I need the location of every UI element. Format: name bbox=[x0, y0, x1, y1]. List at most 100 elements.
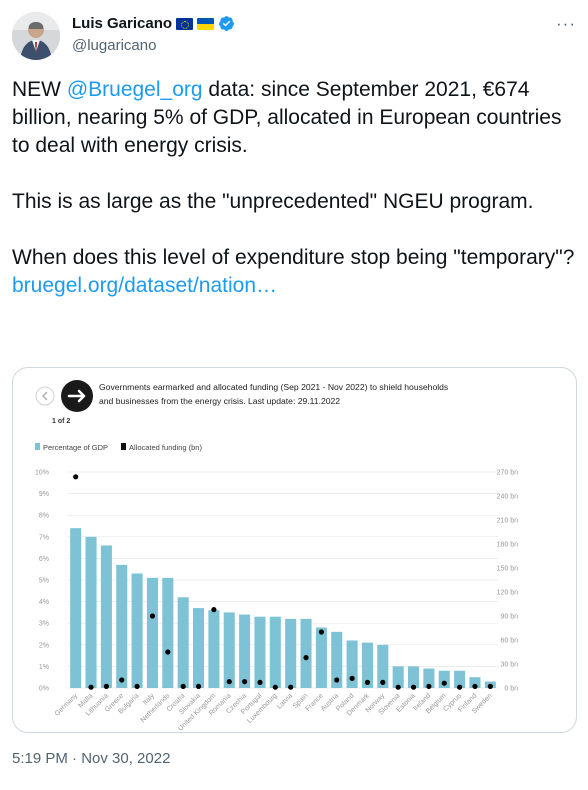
chart-title-line-2: and businesses from the energy crisis. L… bbox=[99, 396, 340, 406]
x-tick-label: Germany bbox=[54, 692, 80, 718]
tweet-paragraph-3: When does this level of expenditure stop… bbox=[12, 246, 575, 269]
dot-czechia[interactable] bbox=[242, 679, 248, 685]
y-left-tick-label: 7% bbox=[39, 534, 49, 541]
chart-image[interactable]: 1 of 2 Governments earmarked and allocat… bbox=[12, 367, 577, 733]
y-right-tick-label: 270 bn bbox=[497, 470, 519, 477]
next-chart-button[interactable] bbox=[61, 380, 93, 412]
bar-poland[interactable] bbox=[346, 640, 358, 688]
dot-belgium[interactable] bbox=[441, 680, 447, 686]
dot-sweden[interactable] bbox=[487, 683, 493, 689]
bar-italy[interactable] bbox=[146, 577, 158, 688]
dot-estonia[interactable] bbox=[410, 684, 417, 690]
dot-germany[interactable] bbox=[73, 474, 79, 480]
legend-swatch-gdp bbox=[35, 443, 40, 450]
external-link[interactable]: bruegel.org/dataset/nation… bbox=[12, 274, 278, 297]
bar-bulgaria[interactable] bbox=[131, 573, 143, 688]
bar-belgium[interactable] bbox=[438, 670, 450, 688]
tweet-text-prefix: NEW bbox=[12, 78, 67, 101]
dot-ireland[interactable] bbox=[426, 683, 432, 689]
tweet-body: NEW @Bruegel_org data: since September 2… bbox=[12, 76, 578, 300]
bar-lithuania[interactable] bbox=[100, 545, 112, 688]
bar-netherlands[interactable] bbox=[162, 577, 174, 688]
chevron-left-icon bbox=[41, 391, 48, 401]
y-right-tick-label: 210 bn bbox=[497, 518, 519, 525]
dot-slovakia[interactable] bbox=[195, 683, 202, 689]
bar-malta[interactable] bbox=[85, 536, 97, 688]
y-left-tick-label: 9% bbox=[39, 491, 49, 498]
y-right-tick-label: 60 bn bbox=[500, 638, 518, 645]
dot-spain[interactable] bbox=[303, 655, 309, 661]
legend-label-gdp: Percentage of GDP bbox=[43, 443, 108, 452]
bar-croatia[interactable] bbox=[177, 597, 189, 688]
bar-czechia[interactable] bbox=[239, 614, 251, 688]
bar-slovakia[interactable] bbox=[193, 608, 205, 688]
y-left-tick-label: 1% bbox=[39, 664, 49, 671]
dot-cyprus[interactable] bbox=[457, 684, 463, 690]
page-indicator: 1 of 2 bbox=[52, 418, 70, 425]
author-name[interactable]: Luis Garicano bbox=[72, 15, 173, 32]
bar-slovenia[interactable] bbox=[392, 666, 404, 688]
bar-greece[interactable] bbox=[116, 564, 128, 688]
dot-portugal[interactable] bbox=[257, 679, 263, 685]
y-left-tick-label: 8% bbox=[39, 513, 49, 520]
y-right-tick-label: 180 bn bbox=[497, 542, 519, 549]
bar-austria[interactable] bbox=[331, 631, 343, 688]
bar-cyprus[interactable] bbox=[454, 670, 466, 688]
dot-austria[interactable] bbox=[334, 677, 340, 683]
avatar[interactable] bbox=[12, 12, 60, 60]
dot-italy[interactable] bbox=[149, 613, 156, 619]
previous-chart-button[interactable] bbox=[35, 386, 55, 406]
bar-estonia[interactable] bbox=[408, 666, 420, 688]
bar-luxembourg[interactable] bbox=[269, 616, 281, 688]
dot-norway[interactable] bbox=[380, 679, 386, 685]
bar-denmark[interactable] bbox=[361, 642, 373, 688]
bar-norway[interactable] bbox=[377, 644, 389, 688]
bar-portugal[interactable] bbox=[254, 616, 266, 688]
dot-luxembourg[interactable] bbox=[272, 684, 278, 690]
bars bbox=[70, 528, 496, 688]
y-left-tick-label: 4% bbox=[39, 599, 49, 606]
tweet-paragraph-1: NEW @Bruegel_org data: since September 2… bbox=[12, 76, 578, 160]
tweet-header: Luis Garicano @lugaricano ··· bbox=[12, 12, 576, 60]
bar-spain[interactable] bbox=[300, 618, 312, 688]
y-right-tick-label: 90 bn bbox=[500, 614, 518, 621]
y-right-tick-label: 120 bn bbox=[497, 590, 519, 597]
y-left-tick-label: 3% bbox=[39, 621, 49, 628]
legend-swatch-funding bbox=[121, 443, 126, 450]
dot-netherlands[interactable] bbox=[165, 649, 171, 655]
bar-finland[interactable] bbox=[469, 677, 481, 688]
avatar-image bbox=[12, 12, 60, 60]
bar-germany[interactable] bbox=[70, 528, 82, 688]
dot-finland[interactable] bbox=[472, 683, 478, 689]
dot-latvia[interactable] bbox=[288, 684, 294, 690]
dot-poland[interactable] bbox=[349, 675, 355, 681]
dot-croatia[interactable] bbox=[180, 683, 186, 689]
tweet-text-rest: data: since September 2021, €674 billion… bbox=[12, 78, 562, 157]
eu-flag-icon bbox=[176, 17, 194, 30]
dot-bulgaria[interactable] bbox=[134, 683, 140, 689]
dot-greece[interactable] bbox=[119, 677, 125, 683]
mention-link[interactable]: @Bruegel_org bbox=[66, 78, 203, 101]
more-options-icon[interactable]: ··· bbox=[556, 14, 576, 33]
bar-france[interactable] bbox=[315, 627, 327, 688]
bar-ireland[interactable] bbox=[423, 668, 435, 688]
y-right-tick-label: 240 bn bbox=[497, 494, 519, 501]
author-handle[interactable]: @lugaricano bbox=[72, 37, 157, 54]
dot-slovenia[interactable] bbox=[395, 684, 401, 690]
y-left-tick-label: 10% bbox=[35, 470, 49, 477]
dot-france[interactable] bbox=[318, 629, 324, 635]
y-axis-right: 0 bn 30 bn 60 bn 90 bn 120 bn 150 bn 180 bn 210… bbox=[497, 470, 519, 693]
tweet-timestamp[interactable]: 5:19 PM · Nov 30, 2022 bbox=[12, 750, 171, 767]
bar-latvia[interactable] bbox=[285, 618, 297, 688]
y-right-tick-label: 0 bn bbox=[504, 686, 518, 693]
bar-romania[interactable] bbox=[223, 612, 235, 688]
dot-denmark[interactable] bbox=[364, 679, 371, 685]
y-left-tick-label: 5% bbox=[39, 578, 49, 585]
dot-malta[interactable] bbox=[88, 684, 94, 690]
dot-united-kingdom[interactable] bbox=[211, 607, 217, 613]
y-right-tick-label: 30 bn bbox=[500, 662, 518, 669]
dot-lithuania[interactable] bbox=[103, 683, 109, 689]
bar-united-kingdom[interactable] bbox=[208, 610, 220, 688]
dot-romania[interactable] bbox=[226, 679, 232, 685]
